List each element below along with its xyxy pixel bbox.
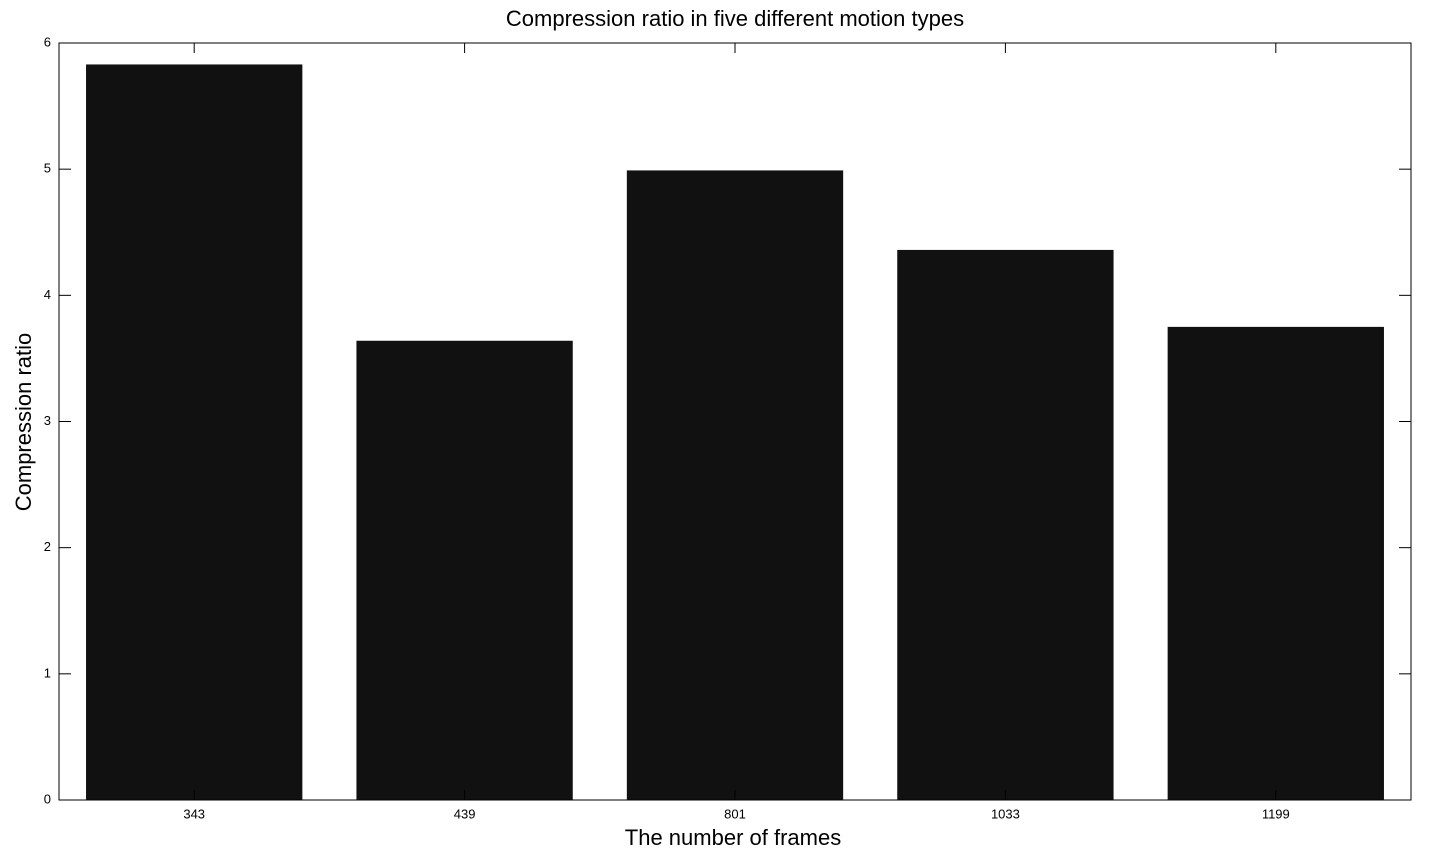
bar [356, 340, 573, 800]
bar [626, 170, 844, 800]
x-tick-label: 343 [183, 806, 205, 821]
y-tick-label: 6 [44, 34, 51, 49]
y-tick-label: 2 [44, 539, 51, 554]
x-tick-label: 439 [454, 806, 476, 821]
y-tick-label: 0 [44, 791, 51, 806]
bar [1167, 326, 1384, 800]
x-axis-label: The number of frames [625, 825, 841, 850]
y-tick-label: 5 [44, 161, 51, 176]
x-tick-label: 801 [724, 806, 746, 821]
x-tick-label: 1033 [991, 806, 1020, 821]
x-tick-label: 1199 [1262, 806, 1290, 821]
y-tick-label: 1 [44, 665, 51, 680]
y-axis-label: Compression ratio [11, 333, 36, 512]
chart-title: Compression ratio in five different moti… [506, 6, 964, 31]
bar [86, 64, 303, 800]
y-tick-label: 4 [44, 287, 51, 302]
bar [897, 249, 1114, 800]
plot-frame [58, 42, 1412, 801]
y-tick-label: 3 [44, 413, 51, 428]
